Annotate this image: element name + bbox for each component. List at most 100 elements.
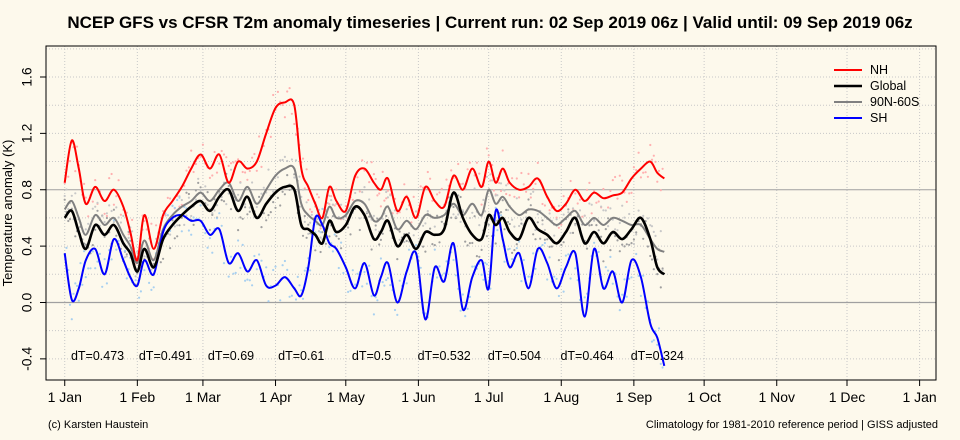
data-dot xyxy=(503,189,506,192)
data-dot xyxy=(597,200,600,203)
data-dot xyxy=(303,187,306,190)
data-dot xyxy=(661,267,664,270)
dt-annotation: dT=0.324 xyxy=(631,349,684,363)
data-dot xyxy=(83,182,86,185)
data-dot xyxy=(101,215,104,218)
data-dot xyxy=(548,209,551,212)
data-dot xyxy=(621,243,624,246)
y-axis-label: Temperature anomaly (K) xyxy=(0,140,15,287)
data-dot xyxy=(637,274,640,277)
x-tick-label: 1 Feb xyxy=(119,389,155,405)
data-dot xyxy=(438,265,441,268)
data-dot xyxy=(215,171,219,174)
data-dot xyxy=(101,285,104,288)
data-dot xyxy=(75,145,79,148)
data-dot xyxy=(363,270,366,274)
data-dot xyxy=(532,190,535,193)
series-lines xyxy=(63,98,666,367)
data-dot xyxy=(372,173,375,176)
data-dot xyxy=(94,205,97,208)
data-dot xyxy=(403,183,406,186)
data-dot xyxy=(169,247,172,250)
data-dot xyxy=(331,250,334,253)
series-line-global xyxy=(63,184,666,276)
data-dot xyxy=(557,259,561,262)
data-dot xyxy=(374,296,377,299)
data-dot xyxy=(361,191,364,194)
data-dot xyxy=(560,243,563,246)
data-dot xyxy=(303,220,306,223)
data-dot xyxy=(129,239,132,242)
y-tick-label: 0.0 xyxy=(19,293,35,313)
data-dot xyxy=(290,112,293,115)
chart-title: NCEP GFS vs CFSR T2m anomaly timeseries … xyxy=(67,13,912,32)
data-dot xyxy=(319,231,322,234)
data-dot xyxy=(349,233,352,236)
data-dot xyxy=(220,224,223,227)
data-dot xyxy=(72,292,75,295)
data-dot xyxy=(505,208,508,211)
data-dot xyxy=(611,179,614,182)
y-tick-label: 0.8 xyxy=(19,180,35,200)
data-dot xyxy=(110,209,113,213)
data-dot xyxy=(496,229,499,232)
data-dot xyxy=(248,169,251,173)
legend: NH Global 90N-60S SH xyxy=(834,63,919,125)
data-dot xyxy=(534,228,537,232)
data-dot xyxy=(67,175,70,178)
data-dot xyxy=(646,175,650,178)
data-dot xyxy=(260,259,263,262)
data-dot xyxy=(276,90,279,93)
data-dot xyxy=(105,214,108,218)
x-tick-label: 1 Jan xyxy=(48,389,82,405)
data-dot xyxy=(590,223,593,227)
data-dot xyxy=(466,168,469,171)
data-dot xyxy=(220,149,223,153)
data-dot xyxy=(501,149,504,152)
data-dot xyxy=(445,260,448,263)
data-dot xyxy=(649,143,652,147)
data-dot xyxy=(115,195,118,198)
data-dot xyxy=(305,236,308,239)
data-dot xyxy=(234,160,237,163)
data-dot xyxy=(251,284,254,287)
data-dot xyxy=(543,241,547,245)
data-dot xyxy=(541,202,544,206)
data-dot xyxy=(396,258,399,261)
data-dot xyxy=(301,234,305,237)
data-dot xyxy=(656,343,659,346)
data-dot xyxy=(492,189,495,192)
data-dot xyxy=(475,255,478,258)
data-dot xyxy=(251,181,254,184)
data-dot xyxy=(298,175,301,178)
data-dot xyxy=(94,228,97,231)
data-dot xyxy=(466,307,469,310)
data-dot xyxy=(333,233,336,236)
data-dot xyxy=(503,260,506,263)
data-dot xyxy=(324,242,327,245)
data-dot xyxy=(260,165,263,168)
data-dot xyxy=(374,228,377,231)
data-dot xyxy=(527,275,530,278)
data-dot xyxy=(602,209,605,212)
data-dot xyxy=(525,190,528,193)
data-dot xyxy=(604,228,607,231)
data-dot xyxy=(169,233,172,236)
data-dot xyxy=(340,241,343,244)
data-dot xyxy=(77,299,80,302)
data-dot xyxy=(576,202,579,205)
data-dot xyxy=(361,159,364,162)
data-dot xyxy=(321,207,324,210)
data-dot xyxy=(393,209,397,212)
data-dot xyxy=(248,206,251,209)
data-dot xyxy=(656,273,659,276)
dt-annotation: dT=0.532 xyxy=(418,349,471,363)
data-dot xyxy=(595,224,598,227)
data-dot xyxy=(468,295,471,298)
data-dot xyxy=(588,202,591,205)
data-dot xyxy=(381,232,384,235)
data-dot xyxy=(234,271,237,274)
data-dot xyxy=(518,224,521,228)
data-dot xyxy=(347,290,350,293)
data-dot xyxy=(262,186,265,189)
